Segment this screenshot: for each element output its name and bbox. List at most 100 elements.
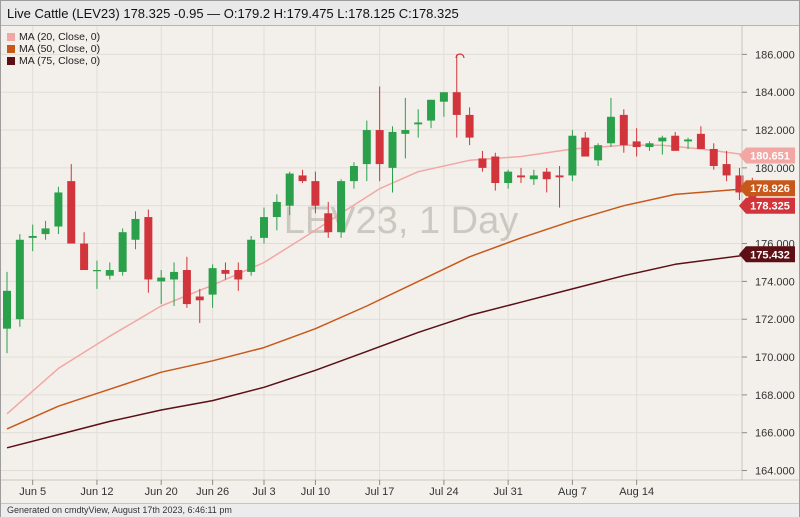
candle-body	[208, 268, 217, 295]
candle	[452, 54, 461, 138]
ma20-price-label-bg	[739, 147, 795, 164]
candle	[735, 167, 744, 201]
ma-line-1	[6, 187, 753, 430]
candle-body	[671, 135, 680, 151]
candle-body	[684, 139, 693, 142]
x-tick-label: Jun 12	[80, 486, 113, 498]
candle-body	[221, 270, 230, 274]
candle	[298, 169, 307, 184]
candle-body	[272, 201, 281, 218]
chart-title: Live Cattle (LEV23) 178.325 -0.95 — O:17…	[7, 6, 459, 21]
candle-body	[504, 171, 513, 184]
candle	[581, 131, 590, 157]
last-price-label: 178.325	[739, 197, 795, 214]
candle	[465, 107, 474, 146]
candle	[41, 220, 50, 240]
ma20-price-label: 180.651	[739, 147, 795, 164]
candle-body	[157, 277, 166, 282]
ma20-price-label-text: 180.651	[750, 151, 790, 163]
candle-body	[568, 135, 577, 176]
candle	[568, 130, 577, 182]
candle-body	[3, 290, 11, 329]
high-marker-icon	[455, 53, 465, 59]
candle-body	[28, 235, 37, 238]
candle	[645, 141, 654, 151]
x-tick-label: Jun 20	[145, 486, 178, 498]
y-tick-label: 182.000	[755, 125, 795, 137]
candle	[594, 143, 603, 166]
legend-swatch-ma20	[7, 33, 15, 41]
price-axis: 164.000 166.000 168.000 170.000 172.000 174.0…	[742, 49, 795, 478]
y-tick-label: 170.000	[755, 352, 795, 364]
candle-body	[439, 92, 448, 102]
candle	[709, 143, 718, 170]
ma50-price-label: 178.926	[739, 180, 795, 197]
y-tick-label: 164.000	[755, 466, 795, 478]
candle	[272, 194, 281, 231]
x-tick-label: Jun 26	[196, 486, 229, 498]
candle	[632, 128, 641, 157]
legend-item-ma75[interactable]: MA (75, Close, 0)	[7, 55, 100, 67]
last-price-label-text: 178.325	[750, 201, 790, 213]
candle-body	[182, 270, 191, 305]
candle-body	[247, 239, 256, 272]
candle	[478, 150, 487, 172]
y-tick-label: 184.000	[755, 87, 795, 99]
candle-body	[465, 114, 474, 138]
candle	[362, 120, 371, 182]
candle-body	[735, 175, 744, 193]
candle-body	[452, 92, 461, 115]
candle-body	[234, 270, 243, 280]
candle-body	[478, 158, 487, 168]
candle	[170, 262, 179, 306]
candle-body	[491, 156, 500, 184]
candle-body	[401, 130, 410, 134]
candle	[555, 165, 564, 208]
candle-body	[542, 171, 551, 180]
candle	[517, 167, 525, 184]
candle	[182, 256, 191, 308]
candle-body	[645, 143, 654, 148]
candle-body	[658, 137, 667, 142]
y-tick-label: 172.000	[755, 314, 795, 326]
ma75-price-label-text: 175.432	[750, 249, 790, 261]
legend-item-ma50[interactable]: MA (50, Close, 0)	[7, 43, 100, 55]
candle-body	[285, 173, 294, 206]
candle	[285, 171, 294, 216]
ma-line-2	[6, 253, 753, 449]
candle-body	[619, 114, 628, 146]
candle-body	[15, 239, 24, 320]
candle-body	[696, 133, 705, 149]
candle-body	[337, 181, 346, 233]
candle	[3, 271, 11, 354]
ma50-price-label-text: 178.926	[750, 183, 790, 195]
candle-body	[517, 175, 525, 178]
chart-header: Live Cattle (LEV23) 178.325 -0.95 — O:17…	[1, 1, 799, 26]
candle-body	[632, 141, 641, 148]
candle	[337, 179, 346, 238]
legend-item-ma20[interactable]: MA (20, Close, 0)	[7, 31, 100, 43]
legend-swatch-ma50	[7, 45, 15, 53]
candle-body	[414, 122, 423, 125]
time-axis: Jun 5 Jun 12 Jun 20 Jun 26 Jul 3 Jul 10 Jul 17…	[19, 480, 654, 498]
candle-body	[324, 213, 333, 233]
legend-label-ma20: MA (20, Close, 0)	[19, 31, 101, 43]
chart-footer: Generated on cmdtyView, August 17th 2023…	[1, 503, 799, 517]
candle	[427, 99, 436, 129]
y-tick-label: 166.000	[755, 428, 795, 440]
legend-label-ma50: MA (50, Close, 0)	[19, 43, 101, 55]
candle	[349, 162, 358, 189]
candle-body	[375, 130, 384, 165]
candle-body	[594, 145, 603, 161]
candle	[131, 211, 140, 250]
candle-body	[349, 165, 358, 182]
candle-body	[298, 175, 307, 182]
candle-body	[195, 296, 204, 301]
candle	[92, 260, 101, 289]
candle	[260, 207, 268, 244]
candle	[15, 234, 24, 327]
ma50-price-label-bg	[739, 180, 795, 197]
candle-body	[67, 181, 76, 244]
